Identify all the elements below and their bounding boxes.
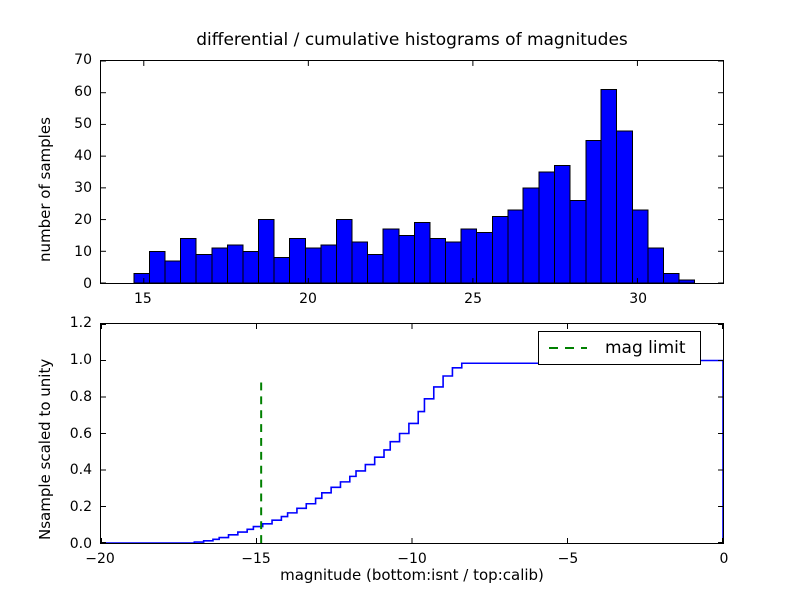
- bottom-y-tick-0-6: 0.6: [69, 425, 92, 442]
- histogram-bar: [351, 241, 369, 283]
- top-tickmarks: [101, 61, 723, 283]
- bottom-y-tick-0-8: 0.8: [69, 388, 92, 405]
- bottom-y-tick-1-2: 1.2: [69, 315, 92, 331]
- histogram-bar: [258, 219, 275, 283]
- top-y-tick-10: 10: [74, 244, 92, 260]
- histogram-bar: [647, 247, 664, 283]
- top-x-tick-20: 20: [299, 291, 317, 307]
- top-y-axis-label: number of samples: [36, 117, 54, 262]
- histogram-bar: [242, 250, 260, 283]
- top-x-tick-25: 25: [464, 291, 482, 307]
- histogram-bar: [273, 257, 291, 283]
- x-axis-label: magnitude (bottom:isnt / top:calib): [280, 566, 544, 584]
- histogram-bar: [429, 238, 447, 283]
- dashed-line-icon: [549, 347, 587, 349]
- bottom-x-tick-neg5: −5: [557, 551, 579, 567]
- histogram-bar: [398, 234, 415, 283]
- histogram-bar: [382, 228, 400, 283]
- histogram-bar: [164, 260, 182, 283]
- bottom-x-tick-0: 0: [719, 551, 729, 567]
- bottom-x-tick-neg15: −15: [241, 551, 271, 567]
- histogram-bar: [445, 241, 462, 283]
- top-y-tick-30: 30: [74, 180, 92, 196]
- top-y-tick-60: 60: [74, 84, 92, 100]
- top-histogram-plot: [101, 61, 723, 283]
- histogram-bar: [195, 253, 213, 283]
- bottom-y-tick-0-4: 0.4: [69, 462, 92, 479]
- histogram-bar: [289, 238, 306, 283]
- histogram-bar: [148, 250, 166, 283]
- histogram-bar: [600, 89, 618, 283]
- histogram-bar: [662, 272, 680, 283]
- top-y-tick-0: 0: [83, 276, 92, 292]
- histogram-bar: [211, 247, 228, 283]
- top-y-tick-70: 70: [74, 52, 92, 68]
- bottom-x-tick-neg10: −10: [397, 551, 427, 567]
- page-title: differential / cumulative histograms of …: [196, 30, 628, 50]
- histogram-bar: [585, 139, 602, 283]
- bottom-y-tick-0: 0.0: [69, 536, 92, 552]
- top-y-tick-50: 50: [74, 116, 92, 132]
- bottom-y-tick-0-2: 0.2: [69, 499, 92, 516]
- cumulative-curve-plot: [101, 324, 723, 543]
- top-y-tick-20: 20: [74, 212, 92, 228]
- cumulative-step-line: [101, 359, 723, 543]
- histogram-bar: [335, 219, 353, 283]
- histogram-bar: [133, 272, 150, 283]
- histogram-bar: [460, 228, 478, 283]
- histogram-bar: [491, 215, 509, 283]
- histogram-bar: [180, 238, 197, 283]
- histogram-bar: [304, 247, 322, 283]
- legend-box: mag limit: [538, 331, 701, 365]
- histogram-bar: [226, 244, 244, 283]
- histogram-bar: [632, 209, 649, 283]
- top-y-tick-40: 40: [74, 148, 92, 164]
- histogram-bar: [367, 253, 384, 283]
- top-histogram-axes: [100, 60, 724, 284]
- bottom-x-tick-neg20: −20: [85, 551, 115, 567]
- histogram-bar: [538, 171, 556, 283]
- legend-entry-mag-limit: mag limit: [605, 338, 686, 358]
- histogram-bar: [413, 222, 431, 283]
- top-x-tick-30: 30: [629, 291, 648, 307]
- histogram-bar: [522, 187, 540, 283]
- histogram-bar: [554, 165, 571, 283]
- bottom-y-tick-1: 1.0: [69, 351, 92, 368]
- top-x-tick-15: 15: [133, 291, 152, 307]
- histogram-bar: [616, 130, 633, 283]
- bottom-tickmarks: [101, 324, 723, 543]
- histogram-bar: [569, 200, 587, 283]
- histogram-bar: [476, 231, 493, 283]
- histogram-bar: [678, 279, 696, 283]
- histogram-bar: [507, 209, 524, 283]
- histogram-bar: [320, 244, 337, 283]
